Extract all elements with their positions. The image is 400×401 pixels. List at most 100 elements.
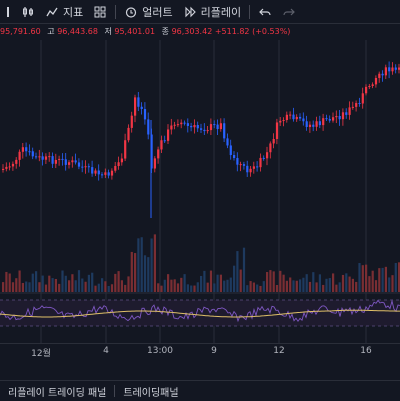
candle-body — [140, 106, 143, 110]
replay-trading-panel-tab[interactable]: 리플레이 트레이딩 패널 — [0, 384, 114, 399]
candle-body — [236, 158, 239, 165]
candle-body — [351, 106, 354, 108]
volume-bar — [193, 285, 196, 292]
candle-body — [213, 124, 216, 126]
volume-bar — [110, 284, 114, 292]
candle-body — [117, 162, 120, 167]
candle-body — [71, 160, 74, 163]
x-tick: 12 — [273, 346, 285, 356]
candle-body — [269, 143, 272, 153]
volume-bar — [170, 279, 173, 292]
redo-button[interactable] — [277, 1, 301, 23]
volume-bar — [35, 271, 38, 292]
candle-body — [183, 122, 186, 124]
replay-button[interactable]: 리플레이 — [178, 1, 246, 23]
volume-bar — [378, 268, 381, 292]
candle-body — [338, 115, 341, 120]
volume-bar — [153, 234, 156, 292]
candle-body — [388, 67, 391, 72]
candle-body — [348, 107, 351, 115]
volume-bar — [246, 285, 249, 292]
toolbar-divider — [249, 4, 251, 19]
vertical-bar-icon — [7, 6, 9, 17]
candle-body — [110, 170, 114, 176]
trading-panel-tab[interactable]: 트레이딩패널 — [115, 384, 186, 399]
candle-body — [223, 123, 226, 139]
volume-bar — [272, 271, 275, 292]
volume-bar — [140, 237, 143, 292]
candle-body — [394, 67, 397, 70]
volume-bar — [315, 282, 318, 292]
volume-bar — [229, 277, 232, 292]
candle-body — [358, 103, 361, 105]
volume-bar — [328, 278, 331, 292]
candle-body — [398, 67, 400, 70]
volume-bar — [282, 274, 285, 292]
volume-bar — [97, 283, 100, 292]
candle-body — [361, 93, 364, 104]
compare-bars-icon — [23, 6, 33, 17]
candle-body — [289, 114, 292, 116]
x-tick: 16 — [360, 346, 372, 356]
x-tick: 4 — [103, 346, 109, 356]
volume-bar — [384, 266, 387, 292]
candle-body — [143, 109, 147, 120]
volume-bar — [147, 257, 150, 292]
candle-body — [8, 166, 11, 168]
candle-body — [328, 119, 331, 121]
volume-bar — [44, 284, 48, 292]
candle-body — [371, 84, 374, 86]
candle-body — [308, 124, 312, 127]
volume-bar — [312, 272, 315, 292]
candle-body — [134, 97, 137, 116]
candle-body — [233, 155, 236, 159]
candle-body — [322, 118, 325, 126]
indicators-button[interactable]: 지표 — [40, 1, 88, 23]
volume-bar — [18, 270, 21, 292]
volume-bar — [134, 253, 137, 292]
x-tick: 13:00 — [147, 346, 173, 356]
volume-bar — [325, 278, 328, 292]
volume-bar — [81, 278, 84, 292]
volume-bar — [338, 282, 341, 292]
candle-body — [130, 115, 133, 128]
undo-button[interactable] — [253, 1, 277, 23]
candle-body — [219, 123, 222, 130]
candle-body — [81, 166, 84, 168]
more-menu-button[interactable] — [0, 1, 16, 23]
volume-bar — [351, 278, 354, 292]
layouts-button[interactable] — [88, 1, 112, 23]
candle-body — [384, 67, 387, 76]
candle-body — [21, 147, 24, 152]
candle-body — [272, 138, 275, 144]
candle-body — [41, 156, 44, 160]
candle-body — [196, 125, 199, 129]
candle-body — [94, 170, 97, 174]
ohlc-close: 96,303.42 — [171, 27, 213, 36]
volume-bar — [180, 277, 183, 292]
alert-button[interactable]: 얼러트 — [119, 1, 177, 23]
volume-bar — [84, 281, 87, 292]
tab-divider — [114, 385, 116, 397]
candle-body — [28, 151, 31, 153]
volume-bar — [130, 251, 133, 292]
candle-body — [44, 156, 48, 160]
volume-bar — [150, 238, 153, 292]
volume-bar — [289, 277, 292, 292]
compare-button[interactable] — [16, 1, 40, 23]
candle-body — [84, 166, 87, 168]
time-axis[interactable]: 12월 4 13:00 9 12 16 — [0, 343, 400, 359]
candle-body — [239, 164, 242, 166]
candle-body — [249, 168, 252, 173]
volume-bar — [239, 269, 242, 292]
volume-bar — [68, 280, 71, 292]
volume-bar — [206, 282, 209, 292]
volume-bar — [295, 280, 298, 292]
candle-body — [5, 166, 8, 169]
volume-bar — [358, 263, 361, 292]
replay-icon — [185, 6, 196, 17]
candle-body — [266, 152, 269, 159]
candle-body — [295, 116, 298, 120]
candle-body — [315, 121, 318, 127]
